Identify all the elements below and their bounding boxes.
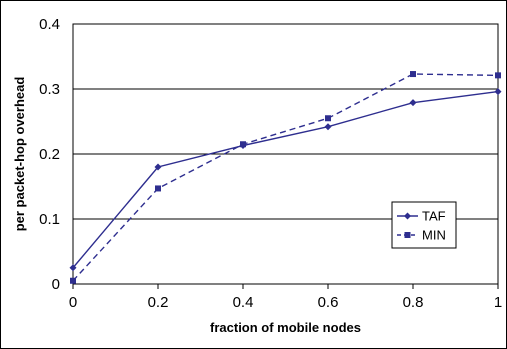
point-min-0 bbox=[70, 277, 76, 284]
point-taf-0 bbox=[69, 264, 77, 272]
legend-marker-taf bbox=[404, 212, 411, 220]
x-tick-label-0: 0 bbox=[69, 294, 77, 311]
x-tick-label-4: 0.8 bbox=[403, 294, 424, 311]
series-line-taf bbox=[72, 90, 499, 269]
series-line-min bbox=[72, 73, 499, 282]
point-taf-3 bbox=[324, 123, 332, 131]
y-axis-title: per packet-hop overhead bbox=[12, 77, 27, 232]
y-tick-label-2: 0.2 bbox=[39, 146, 60, 163]
point-min-5 bbox=[495, 72, 501, 79]
y-tick-label-4: 0.4 bbox=[39, 16, 60, 33]
y-tick-label-3: 0.3 bbox=[39, 81, 60, 98]
legend-label-taf: TAF bbox=[422, 209, 446, 224]
point-taf-4 bbox=[409, 99, 417, 107]
x-axis-title: fraction of mobile nodes bbox=[210, 320, 361, 335]
y-tick-label-0: 0 bbox=[52, 276, 60, 293]
point-min-3 bbox=[325, 115, 331, 122]
point-min-1 bbox=[155, 185, 161, 192]
point-taf-5 bbox=[494, 88, 502, 96]
point-min-2 bbox=[240, 141, 246, 148]
legend-box bbox=[391, 201, 457, 249]
x-tick-label-2: 0.4 bbox=[233, 294, 254, 311]
x-tick-labels: 0 0.2 0.4 0.6 0.8 1 bbox=[69, 284, 502, 311]
point-min-4 bbox=[410, 71, 416, 78]
legend-label-min: MIN bbox=[422, 228, 446, 243]
plot-area bbox=[72, 23, 499, 285]
series-layer bbox=[69, 71, 502, 284]
point-taf-1 bbox=[154, 163, 162, 171]
series-taf bbox=[69, 88, 502, 272]
legend: TAF MIN bbox=[391, 201, 457, 249]
x-tick-label-3: 0.6 bbox=[318, 294, 339, 311]
x-tick-label-5: 1 bbox=[494, 294, 502, 311]
legend-marker-min bbox=[404, 232, 411, 238]
y-tick-label-1: 0.1 bbox=[39, 211, 60, 228]
x-tick-label-1: 0.2 bbox=[148, 294, 169, 311]
y-tick-labels: 0 0.1 0.2 0.3 0.4 bbox=[39, 16, 60, 293]
series-min bbox=[70, 71, 501, 284]
